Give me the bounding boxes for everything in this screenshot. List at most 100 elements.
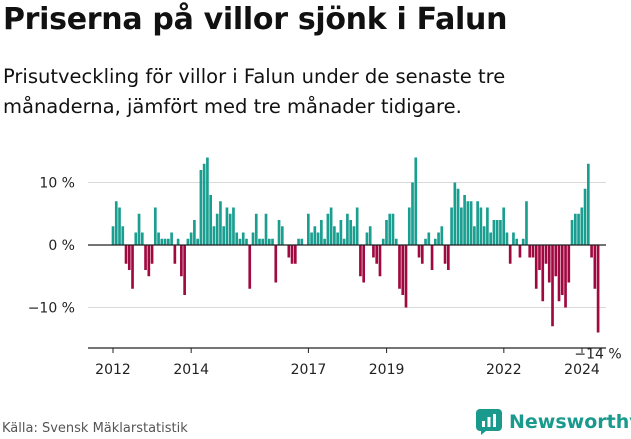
bar [209, 195, 212, 245]
bar [114, 201, 118, 245]
bar [538, 245, 541, 270]
newsworthy-logo-icon [476, 409, 502, 435]
bar [381, 238, 385, 245]
bar [447, 245, 450, 270]
bar [150, 245, 154, 264]
bar [433, 238, 437, 245]
bar [411, 182, 414, 245]
bar [160, 238, 164, 245]
bar [534, 245, 538, 289]
bar [134, 232, 138, 245]
bar [414, 157, 418, 245]
bar [404, 245, 408, 308]
bar [342, 238, 346, 245]
bar [118, 207, 121, 245]
bar [453, 182, 457, 245]
x-tick-label: 2022 [486, 362, 522, 378]
bar [320, 220, 323, 245]
bar [127, 245, 131, 270]
bar [469, 201, 473, 245]
bar [264, 213, 268, 245]
bar [189, 232, 193, 245]
bar [349, 220, 352, 245]
y-tick-label: −10 % [28, 301, 75, 317]
bar [245, 238, 248, 245]
bar [372, 245, 375, 258]
gridlines [88, 182, 606, 308]
bar [121, 226, 125, 245]
bar [450, 207, 453, 245]
bar [329, 207, 333, 245]
bar [427, 232, 431, 245]
bar [570, 220, 574, 245]
bar [466, 201, 470, 245]
bar [293, 245, 297, 264]
bar [193, 220, 196, 245]
bar [287, 245, 291, 258]
bar [167, 238, 170, 245]
x-tick-label: 2017 [291, 362, 327, 378]
bar [271, 238, 274, 245]
source-note: Källa: Svensk Mäklarstatistik [2, 421, 188, 436]
bar [111, 226, 115, 245]
bar [196, 238, 199, 245]
bar [590, 245, 593, 258]
bar [258, 238, 261, 245]
bar [482, 226, 486, 245]
bar [541, 245, 545, 302]
bar [544, 245, 548, 264]
bar [153, 207, 157, 245]
bar [456, 188, 460, 245]
y-axis-labels: 10 % 0 % −10 % [28, 176, 75, 317]
bar [186, 238, 190, 245]
bar [232, 207, 235, 245]
bar [261, 238, 265, 245]
bar [443, 245, 447, 264]
x-tick-label: 2019 [369, 362, 405, 378]
bar [238, 238, 242, 245]
bar [297, 238, 300, 245]
bar [495, 220, 499, 245]
bar [440, 226, 444, 245]
bar [180, 245, 183, 277]
bar [460, 207, 463, 245]
bar [131, 245, 134, 289]
bar [505, 232, 509, 245]
bar [176, 238, 180, 245]
bar [359, 245, 362, 277]
bar [593, 245, 597, 289]
bar [547, 245, 551, 283]
bar [577, 213, 580, 245]
bar [206, 157, 209, 245]
bar [228, 213, 232, 245]
bar [586, 163, 590, 245]
bar [567, 245, 571, 283]
bar [420, 245, 424, 264]
bar [124, 245, 128, 264]
bar [512, 232, 515, 245]
bar [326, 213, 330, 245]
bar [515, 238, 519, 245]
bar [407, 207, 411, 245]
bar [417, 245, 421, 258]
bar [365, 232, 369, 245]
brand-logo[interactable]: Newsworthy [476, 405, 631, 439]
last-value-label: −14 % [574, 347, 621, 363]
bar [323, 238, 326, 245]
bar [486, 207, 489, 245]
bar [267, 238, 271, 245]
bar [352, 226, 356, 245]
bar [499, 220, 502, 245]
bar [573, 213, 577, 245]
bar [525, 201, 528, 245]
bar [170, 232, 173, 245]
bar [401, 245, 405, 295]
bar [333, 226, 336, 245]
bar [580, 207, 584, 245]
bar [528, 245, 532, 258]
y-tick-label: 10 % [39, 176, 75, 192]
chart-subtitle: Prisutveckling för villor i Falun under … [3, 65, 506, 118]
bar [336, 232, 339, 245]
bar [378, 245, 382, 277]
